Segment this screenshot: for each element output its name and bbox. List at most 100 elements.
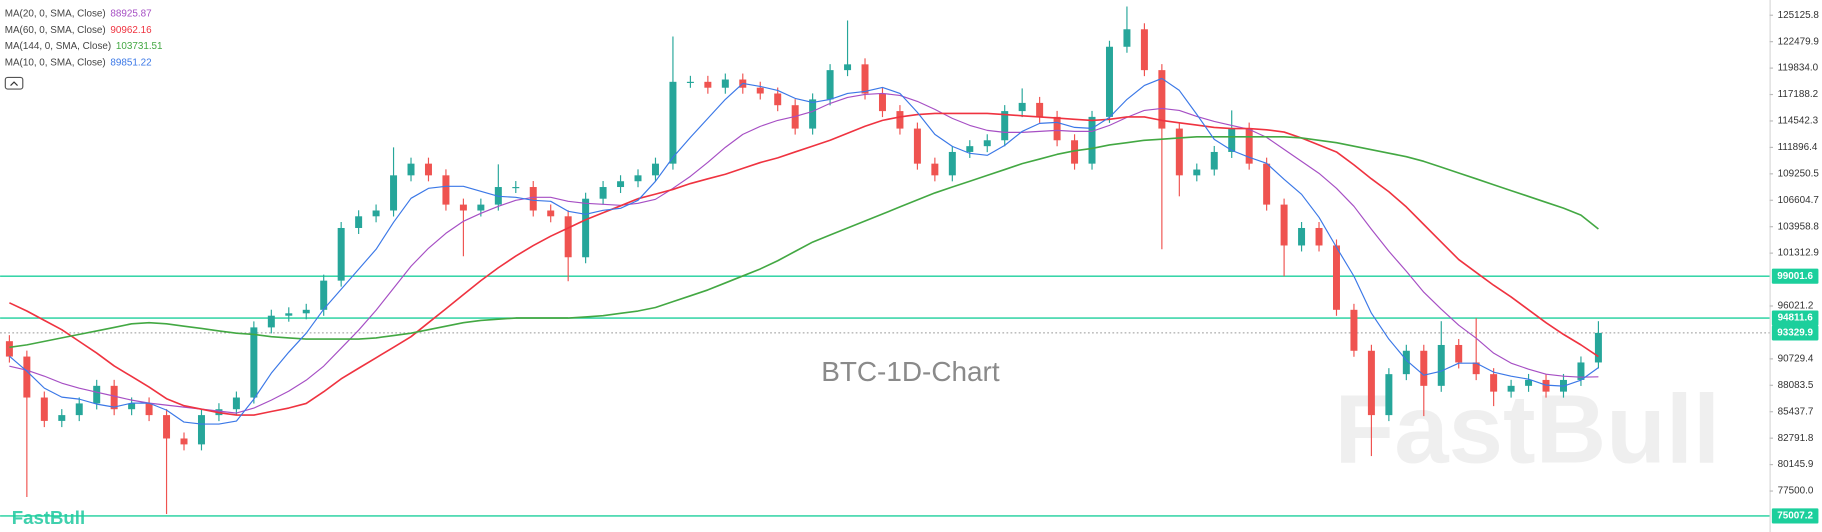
lines-layer <box>0 275 1770 517</box>
candle-body <box>1594 332 1602 363</box>
candle-body <box>774 93 782 106</box>
candle-body <box>163 415 171 439</box>
candle-body <box>93 385 101 404</box>
y-tick-label: 96021.2 <box>1778 301 1814 312</box>
candle-body <box>1158 70 1166 129</box>
y-tick-label: 85437.7 <box>1778 406 1814 417</box>
ma-line <box>9 92 1599 414</box>
ma-line <box>9 77 1599 425</box>
candle-body <box>337 227 345 281</box>
logo: FastBull <box>12 507 85 528</box>
price-label-box <box>1771 508 1819 524</box>
collapse-button[interactable] <box>4 76 24 90</box>
y-tick-label: 77500.0 <box>1778 486 1814 497</box>
candle-body <box>826 70 834 100</box>
y-tick-label: 82791.8 <box>1778 433 1814 444</box>
candle-body <box>75 403 83 416</box>
candle-body <box>145 403 153 416</box>
candle-body <box>634 175 642 182</box>
candle-body <box>931 163 939 176</box>
candle-body <box>442 175 450 205</box>
candle-body <box>1105 46 1113 117</box>
candle-body <box>1018 102 1026 112</box>
price-label-box <box>1771 310 1819 326</box>
y-tick-label: 88083.5 <box>1778 380 1814 391</box>
candle-body <box>599 187 607 199</box>
candle-body <box>1525 379 1533 386</box>
legend-value: 89851.22 <box>110 57 151 68</box>
candle-body <box>582 198 590 258</box>
axis-layer: 125125.8 122479.9 119834.0 117188.2 114542.3… <box>1769 10 1820 497</box>
candle-body <box>617 181 625 188</box>
y-tick-label: 117188.2 <box>1778 89 1818 100</box>
price-label-box <box>1771 268 1819 284</box>
legend-value: 90962.16 <box>110 25 152 36</box>
y-tick-label: 103958.8 <box>1778 221 1820 232</box>
candle-body <box>1088 116 1096 164</box>
candle-body <box>58 415 66 421</box>
candle-body <box>1210 151 1218 170</box>
candle-body <box>197 415 205 445</box>
candle-body <box>320 280 328 310</box>
candle-body <box>1402 350 1410 375</box>
price-label: 99001.6 <box>1777 271 1813 282</box>
candle-body <box>809 99 817 129</box>
price-label-box <box>1771 325 1819 341</box>
price-label: 94811.6 <box>1778 313 1814 324</box>
candle-body <box>1472 362 1480 375</box>
y-tick-label: 125125.8 <box>1778 10 1820 21</box>
candle-body <box>180 438 188 445</box>
candle-body <box>1280 204 1288 246</box>
candle-body <box>1298 227 1306 246</box>
candle-body <box>1245 128 1253 164</box>
legend-name: MA(20, 0, SMA, Close) <box>5 9 106 20</box>
candle-body <box>1053 116 1061 141</box>
candle-body <box>1193 169 1201 176</box>
candle-body <box>110 385 118 410</box>
legend-name: MA(144, 0, SMA, Close) <box>5 41 111 52</box>
chart-title: BTC-1D-Chart <box>821 356 1000 387</box>
candle-body <box>1542 379 1550 392</box>
candle-body <box>913 128 921 164</box>
candle-body <box>1332 245 1340 310</box>
candle-body <box>1001 111 1009 141</box>
ma-layer <box>9 77 1599 425</box>
candle-body <box>547 210 555 217</box>
candle-body <box>983 140 991 147</box>
candle-body <box>1350 309 1358 351</box>
candle-body <box>285 313 293 316</box>
candle-body <box>267 315 275 328</box>
candle-body <box>232 397 240 410</box>
candle-body <box>1507 385 1515 392</box>
y-tick-label: 119834.0 <box>1778 63 1819 74</box>
candle-body <box>896 111 904 129</box>
legend-value: 103731.51 <box>116 41 163 52</box>
candle-body <box>721 79 729 88</box>
candle-body <box>844 64 852 71</box>
watermark: FastBull <box>1335 373 1721 483</box>
candle-body <box>459 204 467 211</box>
candle-body <box>1577 362 1585 380</box>
candle-body <box>1437 344 1445 386</box>
candle-body <box>390 175 398 211</box>
candle-body <box>669 81 677 164</box>
candle-body <box>1315 227 1323 246</box>
candle-body <box>1140 29 1148 71</box>
legend-value: 88925.87 <box>110 9 151 20</box>
y-tick-label: 80145.9 <box>1778 459 1814 470</box>
candle-body <box>40 397 48 421</box>
collapse-icon[interactable] <box>10 81 18 86</box>
candle-body <box>1490 374 1498 392</box>
candle-body <box>1228 128 1236 152</box>
candle-body <box>407 163 415 176</box>
y-tick-label: 90729.4 <box>1778 353 1814 364</box>
candle-body <box>1071 140 1079 164</box>
collapse-box[interactable] <box>4 76 24 90</box>
candle-body <box>1420 350 1428 386</box>
candle-body <box>704 81 712 88</box>
y-tick-label: 114542.3 <box>1778 116 1819 127</box>
candle-body <box>564 216 572 258</box>
candle-body <box>948 151 956 176</box>
candle-body <box>1263 163 1271 205</box>
